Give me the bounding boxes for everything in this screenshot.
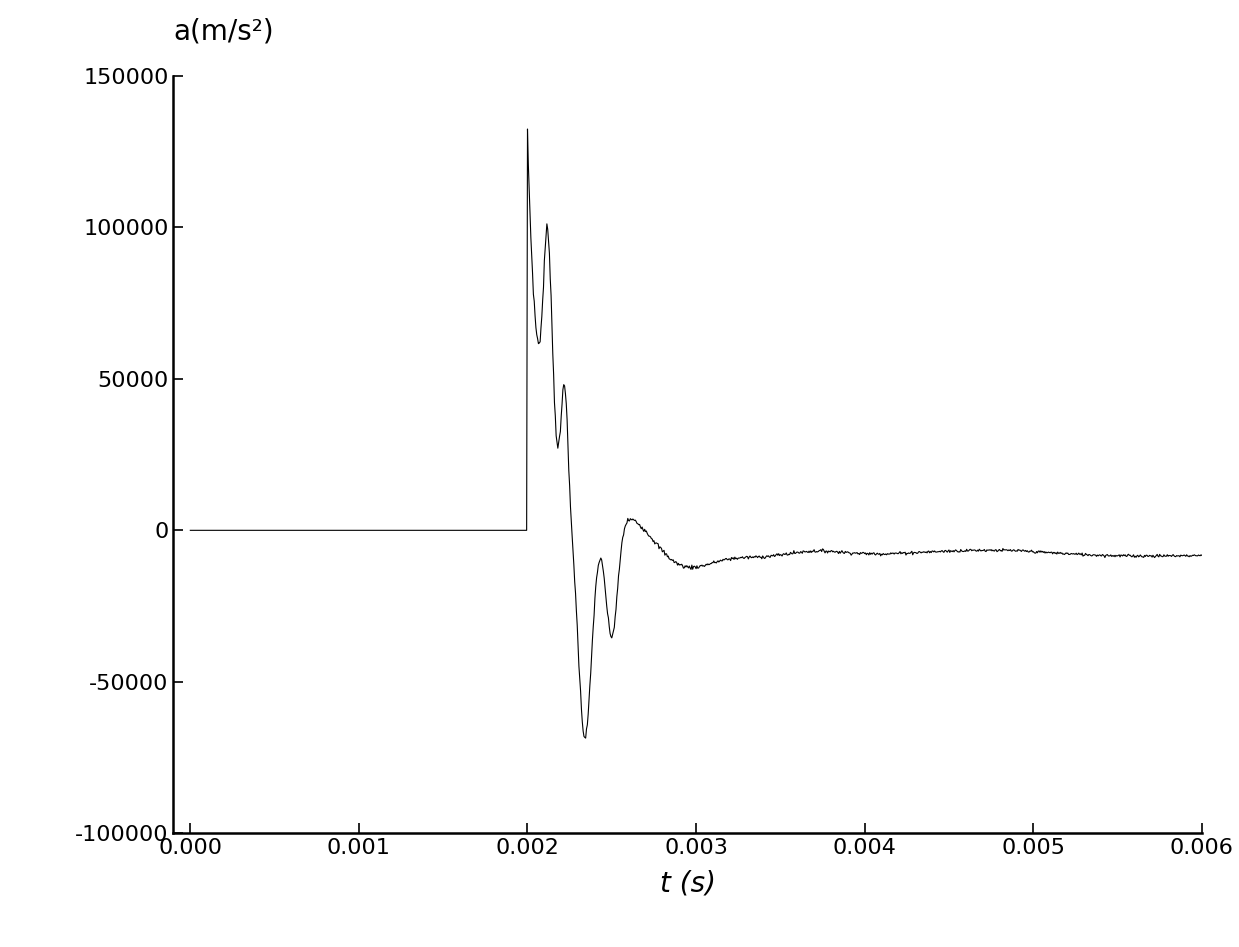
X-axis label: t (s): t (s): [659, 869, 716, 898]
Text: a(m/s²): a(m/s²): [173, 17, 274, 45]
